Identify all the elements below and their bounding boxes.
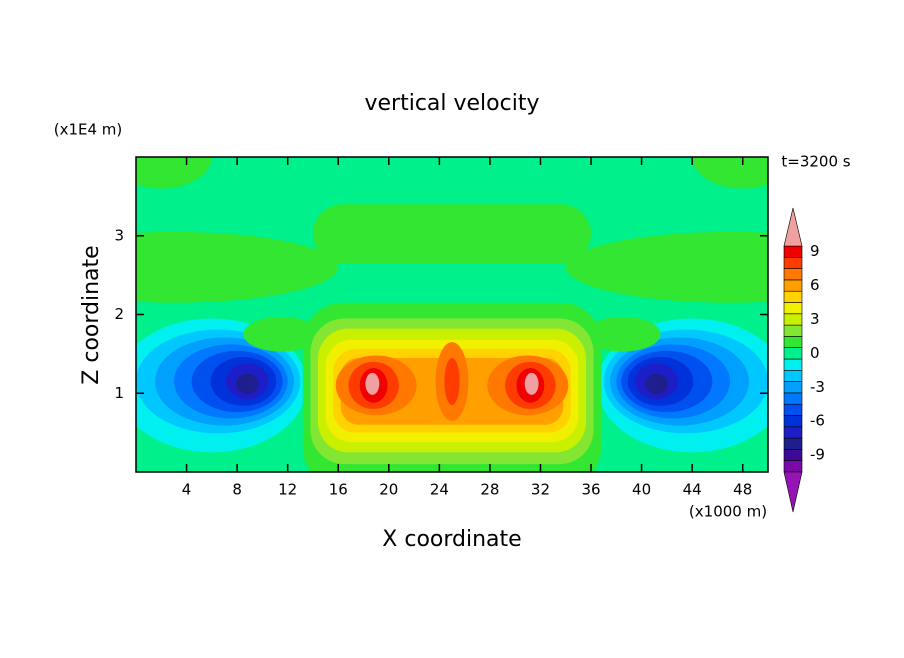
contour-band xyxy=(243,316,320,352)
colorbar-segment xyxy=(783,449,803,461)
x-unit: (x1000 m) xyxy=(689,503,767,521)
colorbar-segment xyxy=(783,302,803,315)
x-tick-label: 24 xyxy=(430,481,449,499)
contour-band xyxy=(136,157,212,189)
contour-band xyxy=(524,372,539,395)
colorbar-segment xyxy=(783,426,803,439)
colorbar-segment xyxy=(783,245,803,258)
y-unit: (x1E4 m) xyxy=(54,121,123,139)
x-tick-label: 48 xyxy=(733,481,752,499)
contour-band xyxy=(235,373,259,395)
colorbar-segment xyxy=(783,279,803,292)
colorbar-segment xyxy=(783,256,803,269)
colorbar-segment xyxy=(783,347,803,360)
colorbar-segment xyxy=(783,403,803,416)
contour-band xyxy=(584,316,661,352)
colorbar-label: -9 xyxy=(810,446,825,464)
colorbar-segment xyxy=(783,324,803,337)
colorbar-segment xyxy=(783,392,803,405)
colorbar-segment xyxy=(783,415,803,428)
colorbar-segment xyxy=(783,460,803,473)
x-axis-label: X coordinate xyxy=(382,527,521,552)
colorbar-segment xyxy=(783,268,803,281)
contour-band xyxy=(312,204,592,264)
x-tick-label: 16 xyxy=(329,481,348,499)
y-tick-label: 1 xyxy=(114,384,124,402)
colorbar-segment xyxy=(783,381,803,394)
x-tick-label: 40 xyxy=(632,481,651,499)
x-tick-label: 36 xyxy=(581,481,600,499)
colorbar-label: 6 xyxy=(810,276,820,294)
contour-field xyxy=(136,157,768,472)
colorbar-label: -3 xyxy=(810,378,825,396)
x-tick-label: 20 xyxy=(379,481,398,499)
colorbar-segment xyxy=(783,336,803,348)
colorbar-segment xyxy=(783,437,803,450)
x-tick-label: 12 xyxy=(278,481,297,499)
x-tick-label: 28 xyxy=(480,481,499,499)
x-tick-label: 4 xyxy=(182,481,192,499)
colorbar-segment xyxy=(783,290,803,303)
colorbar-segment xyxy=(783,369,803,382)
contour-band xyxy=(136,231,339,303)
colorbar-segment xyxy=(783,313,803,326)
x-tick-label: 32 xyxy=(531,481,550,499)
colorbar-label: 0 xyxy=(810,344,820,362)
colorbar-label: -6 xyxy=(810,412,825,430)
x-tick-label: 8 xyxy=(232,481,242,499)
colorbar-segment xyxy=(783,358,803,371)
x-tick-label: 44 xyxy=(683,481,702,499)
colorbar-extension xyxy=(783,471,803,513)
colorbar-label: 9 xyxy=(810,242,820,260)
colorbar-label: 3 xyxy=(810,310,820,328)
chart-title: vertical velocity xyxy=(364,91,539,116)
colorbar-extension xyxy=(783,207,803,247)
annotation: t=3200 s xyxy=(781,153,850,171)
contour-band xyxy=(565,231,768,303)
y-tick-label: 2 xyxy=(114,305,124,323)
contour-band xyxy=(645,373,669,395)
contour-band xyxy=(444,357,460,406)
contour-band xyxy=(365,372,380,395)
y-tick-label: 3 xyxy=(114,226,124,244)
contour-band xyxy=(692,157,768,189)
y-axis-label: Z coordinate xyxy=(79,245,104,384)
